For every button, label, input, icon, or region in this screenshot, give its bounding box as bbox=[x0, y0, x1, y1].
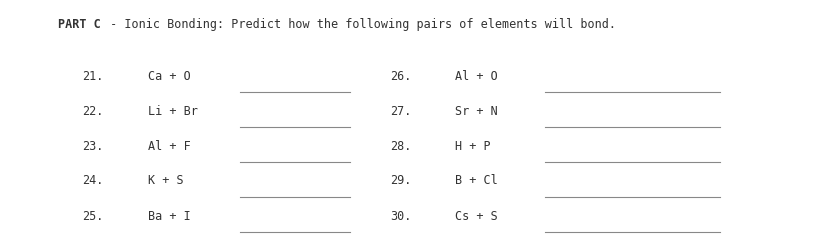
Text: Sr + N: Sr + N bbox=[455, 104, 497, 118]
Text: 24.: 24. bbox=[82, 174, 103, 188]
Text: 21.: 21. bbox=[82, 70, 103, 82]
Text: 30.: 30. bbox=[390, 210, 411, 223]
Text: 25.: 25. bbox=[82, 210, 103, 223]
Text: Cs + S: Cs + S bbox=[455, 210, 497, 223]
Text: Ba + I: Ba + I bbox=[148, 210, 190, 223]
Text: 23.: 23. bbox=[82, 140, 103, 152]
Text: 28.: 28. bbox=[390, 140, 411, 152]
Text: H + P: H + P bbox=[455, 140, 490, 152]
Text: Al + F: Al + F bbox=[148, 140, 190, 152]
Text: Li + Br: Li + Br bbox=[148, 104, 198, 118]
Text: K + S: K + S bbox=[148, 174, 184, 188]
Text: 29.: 29. bbox=[390, 174, 411, 188]
Text: B + Cl: B + Cl bbox=[455, 174, 497, 188]
Text: 26.: 26. bbox=[390, 70, 411, 82]
Text: Al + O: Al + O bbox=[455, 70, 497, 82]
Text: 27.: 27. bbox=[390, 104, 411, 118]
Text: - Ionic Bonding: Predict how the following pairs of elements will bond.: - Ionic Bonding: Predict how the followi… bbox=[103, 18, 615, 31]
Text: PART C: PART C bbox=[58, 18, 101, 31]
Text: Ca + O: Ca + O bbox=[148, 70, 190, 82]
Text: 22.: 22. bbox=[82, 104, 103, 118]
